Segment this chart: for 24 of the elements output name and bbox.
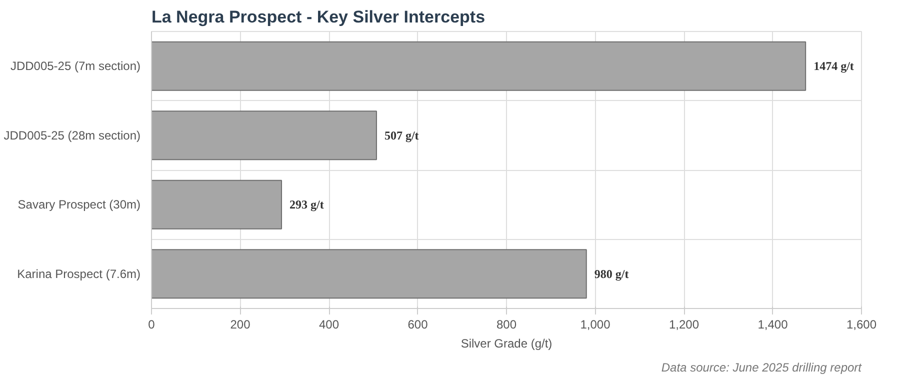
x-tick-label: 1,600: [846, 318, 877, 332]
y-tick-label: Karina Prospect (7.6m): [17, 266, 141, 281]
bar: [152, 41, 806, 91]
data-label: 293 g/t: [290, 198, 324, 212]
data-label: 1474 g/t: [814, 59, 854, 74]
data-label: 507 g/t: [384, 128, 419, 142]
x-tick-label: 1,400: [758, 318, 788, 332]
x-tick-label: 200: [230, 318, 251, 332]
x-tick-label: 0: [148, 318, 156, 332]
x-tick-label: 600: [408, 318, 428, 332]
x-tick-label: 800: [496, 318, 517, 332]
data-label: 980 g/t: [594, 266, 629, 281]
x-tick-label: 1,200: [668, 318, 700, 332]
bar: [152, 110, 377, 160]
y-tick-label: Savary Prospect (30m): [18, 198, 141, 212]
x-tick-label: 400: [318, 318, 340, 332]
y-tick-label: JDD005-25 (28m section): [4, 128, 141, 142]
x-tick-label: 1,000: [580, 318, 611, 332]
bar: [152, 249, 587, 299]
source-note: Data source: June 2025 drilling report: [661, 360, 862, 374]
chart-title: La Negra Prospect - Key Silver Intercepts: [152, 8, 486, 26]
y-tick-label: JDD005-25 (7m section): [10, 59, 141, 74]
x-axis-title: Silver Grade (g/t): [460, 336, 552, 350]
bar: [152, 180, 282, 230]
